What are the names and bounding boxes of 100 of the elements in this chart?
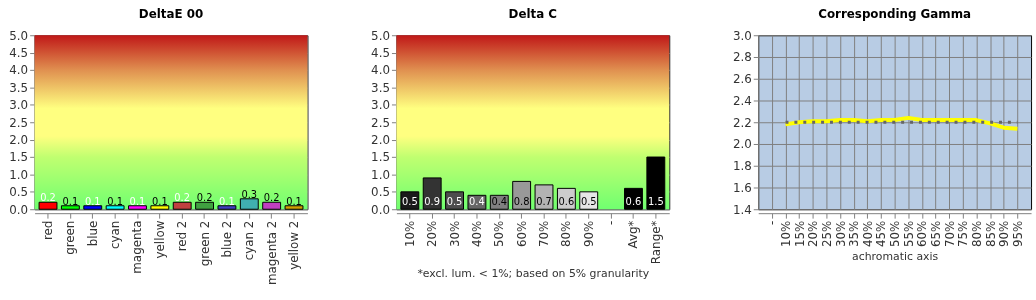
x-tick-label: 10% xyxy=(778,220,793,247)
x-tick-label: 25% xyxy=(819,220,834,247)
x-tick-label: 80% xyxy=(559,220,574,247)
y-tick-label: 2.0 xyxy=(371,133,390,148)
x-tick-label: 40% xyxy=(469,220,484,247)
data-label: 0.5 xyxy=(401,196,418,208)
y-tick-label: 3.0 xyxy=(9,98,29,113)
y-tick-label: 2.8 xyxy=(732,50,752,65)
x-tick-label: 55% xyxy=(901,220,916,247)
line-series xyxy=(783,115,1020,131)
x-tick-label: red 2 xyxy=(175,220,190,252)
x-tick-label: - xyxy=(604,220,619,225)
data-label: 0.4 xyxy=(491,196,508,208)
x-tick-label: 95% xyxy=(1010,220,1025,247)
y-tick-label: 2.5 xyxy=(371,115,390,130)
x-tick-label: cyan 2 xyxy=(242,220,257,261)
data-label: 0.2 xyxy=(174,192,191,204)
x-tick-label: 45% xyxy=(874,220,889,247)
x-tick-label: yellow xyxy=(152,220,167,259)
x-tick-label: Range* xyxy=(648,220,663,265)
x-tick-label: 85% xyxy=(983,220,998,247)
y-tick-label: 0.0 xyxy=(9,202,29,217)
x-axis-title: *excl. lum. < 1%; based on 5% granularity xyxy=(417,266,650,280)
y-tick-label: 2.4 xyxy=(732,93,752,108)
data-label: 0.2 xyxy=(263,192,280,204)
x-tick-label: 90% xyxy=(997,220,1012,247)
x-tick-label: 70% xyxy=(942,220,957,247)
x-tick-label: 70% xyxy=(536,220,551,247)
y-tick-label: 1.0 xyxy=(371,167,390,182)
y-tick-label: 1.5 xyxy=(371,150,390,165)
x-tick-label: 80% xyxy=(969,220,984,247)
data-label: 0.1 xyxy=(84,195,101,207)
y-tick-label: 2.0 xyxy=(9,133,29,148)
x-tick-label: blue 2 xyxy=(219,220,234,258)
y-tick-label: 0.0 xyxy=(371,202,390,217)
x-tick-label: green 2 xyxy=(197,220,212,267)
y-tick-label: 1.8 xyxy=(732,159,752,174)
data-label: 0.1 xyxy=(107,195,123,207)
data-label: 0.2 xyxy=(196,192,213,204)
y-tick-label: 5.0 xyxy=(371,28,390,43)
x-tick-label: green xyxy=(63,220,78,255)
bar xyxy=(422,177,442,210)
chart-title: Corresponding Gamma xyxy=(818,7,972,22)
y-tick-label: 2.0 xyxy=(732,137,752,152)
y-tick-label: 3.0 xyxy=(371,98,390,113)
x-tick-label: 65% xyxy=(929,220,944,247)
x-tick-label: 20% xyxy=(425,220,440,247)
y-tick-label: 2.6 xyxy=(732,72,752,87)
x-tick-label: 20% xyxy=(806,220,821,247)
bar xyxy=(534,184,554,210)
x-axis-title: achromatic axis xyxy=(852,249,939,263)
x-tick-label: cyan xyxy=(108,220,123,249)
x-tick-label: 50% xyxy=(888,220,903,247)
y-tick-label: 4.0 xyxy=(371,63,390,78)
data-label: 1.5 xyxy=(647,196,664,208)
y-tick-label: 2.5 xyxy=(9,115,29,130)
chart-title: Delta C xyxy=(508,7,558,22)
x-tick-label: blue xyxy=(85,220,100,247)
x-tick-label: 30% xyxy=(833,220,848,247)
x-tick-label: magenta 2 xyxy=(264,220,279,286)
x-tick-label: 60% xyxy=(915,220,930,247)
data-label: 0.8 xyxy=(513,196,530,208)
y-tick-label: 3.0 xyxy=(732,28,752,43)
y-tick-label: 4.5 xyxy=(371,46,390,61)
data-label: 0.9 xyxy=(424,196,441,208)
x-tick-label: 60% xyxy=(514,220,529,247)
x-tick-label: yellow 2 xyxy=(286,220,301,270)
data-label: 0.1 xyxy=(129,195,146,207)
data-label: 0.1 xyxy=(62,195,79,207)
x-tick-label: Avg* xyxy=(626,220,641,249)
x-tick-label: red xyxy=(40,220,55,241)
data-label: 0.4 xyxy=(469,196,485,208)
x-tick-label: 10% xyxy=(402,220,417,247)
y-tick-label: 5.0 xyxy=(9,28,29,43)
x-tick-label: 90% xyxy=(581,220,596,247)
y-tick-label: 4.5 xyxy=(9,46,29,61)
y-tick-label: 1.0 xyxy=(9,167,29,182)
x-tick-label: - xyxy=(765,220,780,225)
chart-title: DeltaE 00 xyxy=(138,7,204,22)
data-label: 0.7 xyxy=(536,196,552,208)
y-tick-label: 3.5 xyxy=(371,80,390,95)
data-label: 0.1 xyxy=(219,195,235,207)
y-tick-label: 2.2 xyxy=(732,115,752,130)
x-tick-label: 15% xyxy=(792,220,807,247)
data-label: 0.3 xyxy=(241,188,258,200)
x-tick-label: 75% xyxy=(956,220,971,247)
data-label: 0.5 xyxy=(580,196,597,208)
x-tick-label: 50% xyxy=(492,220,507,247)
data-label: 0.5 xyxy=(446,196,463,208)
y-tick-label: 0.5 xyxy=(9,185,29,200)
data-label: 0.6 xyxy=(558,196,575,208)
data-label: 0.2 xyxy=(40,192,56,204)
y-tick-label: 3.5 xyxy=(9,80,29,95)
data-label: 0.1 xyxy=(286,195,302,207)
x-tick-label: magenta xyxy=(130,220,145,274)
y-tick-label: 1.5 xyxy=(9,150,29,165)
y-tick-label: 4.0 xyxy=(9,63,29,78)
data-label: 0.6 xyxy=(625,196,642,208)
x-tick-label: 40% xyxy=(860,220,875,247)
data-label: 0.1 xyxy=(151,195,168,207)
